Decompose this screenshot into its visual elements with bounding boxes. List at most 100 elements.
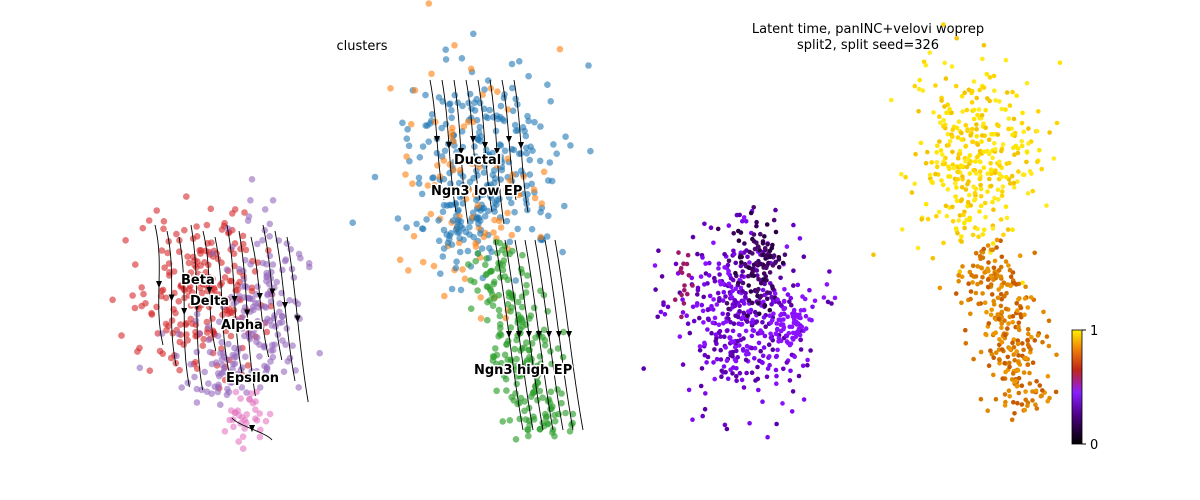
ngn3-high-ep-point — [537, 287, 544, 295]
latent-point-early — [785, 292, 791, 297]
ngn3-high-ep-point — [482, 261, 489, 269]
latent-point-late — [995, 187, 1001, 193]
latent-point-late — [1010, 320, 1015, 325]
ngn3-high-ep-point — [501, 273, 509, 280]
ductal-point — [497, 153, 505, 160]
beta-point — [176, 338, 184, 346]
latent-point-early — [769, 302, 774, 307]
latent-point-early — [765, 296, 770, 302]
ngn3-low-ep-point — [424, 182, 432, 189]
ductal-point — [423, 216, 430, 223]
beta-point — [122, 237, 129, 244]
ductal-point — [452, 264, 460, 272]
latent-point-late — [980, 255, 986, 260]
ngn3-high-ep-point — [517, 265, 525, 273]
latent-point-late — [970, 263, 976, 269]
ductal-point — [497, 142, 505, 149]
alpha-point — [240, 275, 248, 283]
ngn3-high-ep-point — [558, 390, 565, 397]
alpha-point — [253, 240, 261, 248]
ngn3-high-ep-point — [490, 295, 498, 302]
latent-point-early — [740, 269, 745, 274]
delta-point — [239, 325, 246, 332]
latent-point-early — [778, 275, 783, 281]
latent-point-late — [955, 169, 960, 175]
latent-point-early — [684, 261, 690, 267]
ductal-point — [476, 123, 484, 131]
beta-point — [170, 268, 178, 275]
latent-point-late — [1011, 180, 1017, 186]
latent-point-late — [960, 174, 965, 179]
ngn3-low-ep-point — [428, 70, 435, 78]
latent-point-early — [775, 347, 780, 353]
beta-point — [203, 221, 211, 229]
latent-point-late — [1011, 352, 1016, 357]
latent-point-late — [985, 243, 991, 248]
latent-point-late — [967, 153, 973, 158]
ngn3-high-ep-point — [559, 353, 567, 361]
beta-point — [221, 219, 228, 227]
ngn3-low-ep-point — [472, 243, 480, 250]
latent-point-early — [714, 356, 720, 362]
latent-point-late — [1016, 297, 1021, 302]
latent-point-early — [760, 241, 766, 246]
ngn3-high-ep-point — [507, 324, 515, 331]
latent-point-early — [802, 296, 808, 302]
delta-point — [256, 353, 263, 360]
latent-point-late — [996, 287, 1001, 292]
velocity-streamlines — [154, 79, 584, 441]
beta-point — [187, 302, 195, 309]
ngn3-low-ep-point — [450, 166, 457, 174]
latent-point-early — [721, 364, 727, 369]
latent-point-early — [676, 250, 681, 255]
latent-point-early — [678, 268, 683, 274]
alpha-point — [216, 318, 223, 326]
latent-point-late — [956, 278, 961, 284]
latent-point-late — [1019, 383, 1025, 389]
ductal-point — [444, 239, 452, 247]
latent-point-early — [717, 272, 722, 277]
latent-point-early — [770, 347, 776, 353]
latent-point-early — [656, 248, 661, 253]
latent-point-early — [697, 315, 702, 321]
ngn3-high-ep-point — [532, 382, 539, 390]
beta-point — [184, 253, 191, 260]
latent-point-late — [953, 291, 959, 296]
latent-point-late — [1027, 370, 1032, 376]
latent-point-early — [773, 331, 779, 337]
alpha-point — [259, 237, 266, 244]
latent-point-early — [725, 328, 730, 333]
latent-point-late — [929, 160, 934, 165]
beta-point — [184, 337, 191, 344]
delta-point — [136, 364, 144, 372]
latent-point-early — [758, 261, 764, 267]
latent-point-late — [982, 270, 987, 275]
alpha-point — [263, 269, 271, 277]
latent-point-late — [1026, 331, 1031, 337]
latent-point-early — [716, 266, 721, 271]
latent-point-early — [720, 311, 725, 317]
latent-point-late — [953, 194, 958, 199]
latent-point-early — [659, 274, 665, 279]
latent-point-late — [962, 220, 967, 226]
latent-point-late — [954, 36, 959, 41]
ductal-point — [526, 156, 533, 164]
latent-point-late — [963, 144, 968, 149]
latent-point-early — [754, 223, 759, 229]
ngn3-high-ep-point — [554, 345, 562, 352]
latent-point-early — [770, 286, 776, 291]
alpha-point — [265, 280, 273, 288]
latent-point-early — [705, 281, 710, 286]
beta-point — [209, 315, 216, 322]
ngn3-high-ep-point — [533, 362, 541, 370]
latent-point-late — [921, 59, 927, 65]
beta-point — [129, 292, 136, 299]
latent-point-late — [949, 110, 954, 116]
latent-point-early — [746, 283, 751, 288]
latent-point-early — [791, 268, 796, 274]
latent-point-early — [641, 366, 646, 371]
latent-point-early — [807, 317, 812, 322]
latent-point-late — [912, 181, 917, 187]
latent-point-early — [781, 366, 786, 372]
latent-point-early — [754, 219, 759, 225]
